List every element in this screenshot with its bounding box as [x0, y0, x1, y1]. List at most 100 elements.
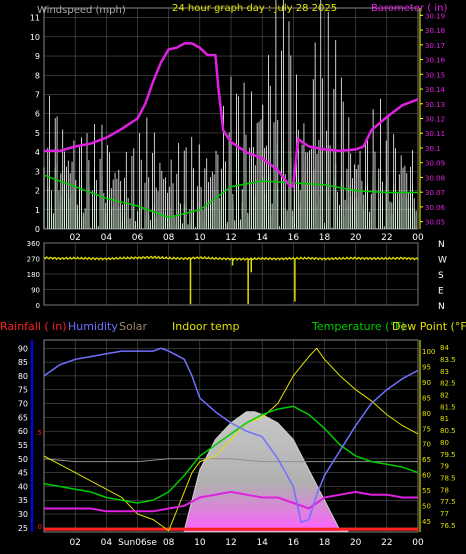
panel3-y-left-tick: 40 — [18, 482, 28, 491]
panel2-y-right-tick: E — [438, 287, 444, 297]
panel1-x-tick: 00 — [412, 233, 424, 243]
panel1-y-left-tick: 3 — [35, 167, 40, 176]
panel1-x-tick: 22 — [381, 233, 392, 243]
panel3-x-tick: 18 — [319, 538, 331, 548]
panel1-y-right-tick: 30.1 — [425, 145, 441, 153]
panel3-x-tick: 02 — [69, 538, 80, 548]
panel3-series — [43, 347, 419, 533]
panel2-y-left-tick: 270 — [27, 256, 40, 264]
panel1-x-tick: 06 — [132, 233, 144, 243]
rainfall-bar — [44, 527, 418, 531]
wind-barometer-panel: 02 04 06 08 10 12 14 16 18 20 22 000123456789101130… — [30, 0, 447, 243]
panel1-y-right-tick: 30.13 — [425, 101, 445, 109]
panel3-y-left-tick: 70 — [18, 400, 28, 409]
panel1-series — [43, 0, 419, 229]
humidity-label: Humidity — [68, 320, 118, 333]
rainfall-label: Rainfall ( in) — [0, 320, 67, 333]
panel3-x-tick: 14 — [256, 538, 268, 548]
panel1-y-left-tick: 7 — [35, 90, 40, 99]
panel1-y-right-tick: 30.18 — [425, 27, 445, 35]
panel1-title: 24 hour graph day : July 28 2025 — [172, 3, 337, 14]
panel3-y-right-outer-tick: 70 — [422, 441, 431, 449]
panel3-x-tick: 12 — [225, 538, 236, 548]
panel3-y-right-outer-tick: 45 — [422, 518, 431, 526]
panel1-y-left-tick: 4 — [35, 148, 40, 157]
rain-tick-half: .5 — [35, 429, 42, 437]
panel3-y-left-tick: 60 — [18, 427, 28, 436]
panel3-y-left-tick: 80 — [18, 372, 28, 381]
panel1-y-right-tick: 30.19 — [425, 12, 445, 20]
panel2-y-left-tick: 90 — [31, 287, 40, 295]
panel3-y-right-outer-tick: 55 — [422, 487, 431, 495]
panel3-x-tick: 22 — [381, 538, 392, 548]
panel2-y-right-tick: W — [438, 256, 447, 266]
panel3-y-right-outer-tick: 80 — [422, 410, 431, 418]
panel3-x-tick: 16 — [288, 538, 300, 548]
panel3-y-right-outer-tick: 100 — [422, 348, 435, 356]
panel3-y-right-inner-tick: 81.5 — [440, 403, 456, 411]
panel3-y-left-tick: 50 — [18, 455, 28, 464]
panel1-y-left-tick: 0 — [35, 225, 40, 234]
panel3-x-tick: Sun06se — [118, 538, 157, 548]
panel3-y-right-inner-tick: 80.5 — [440, 427, 456, 435]
panel3-y-left-tick: 65 — [18, 413, 28, 422]
solar-label: Solar — [119, 320, 148, 333]
panel3-y-right-inner-tick: 77.5 — [440, 498, 456, 506]
indoor-temp-label: Indoor temp — [172, 320, 239, 333]
panel1-x-tick: 04 — [101, 233, 113, 243]
panel2-y-left-tick: 360 — [27, 240, 40, 248]
panel1-y-right-tick: 30.07 — [425, 189, 445, 197]
panel1-y-right-tick: 30.16 — [425, 57, 446, 65]
panel3-y-right-inner-tick: 78 — [440, 486, 449, 494]
panel3-x-tick: 04 — [101, 538, 113, 548]
panel3-ticks: 02 04 Sun06se 08 10 12 14 16 18 20 22 00 25 30 35 40 45 5… — [18, 340, 456, 548]
panel1-right-axis-label: Barometer ( in) — [371, 3, 447, 14]
panel1-y-right-tick: 30.15 — [425, 71, 445, 79]
panel3-y-right-outer-tick: 90 — [422, 379, 431, 387]
panel3-y-right-inner-tick: 81 — [440, 415, 449, 423]
panel3-y-right-outer-tick: 60 — [422, 472, 431, 480]
panel1-x-tick: 02 — [69, 233, 80, 243]
temperature-humidity-panel: 02 04 Sun06se 08 10 12 14 16 18 20 22 00 25 30 35 40 45 5… — [0, 320, 466, 548]
outdoor-temp-gray-line — [43, 458, 418, 463]
panel1-x-tick: 14 — [256, 233, 268, 243]
panel3-y-right-inner-tick: 83 — [440, 368, 449, 376]
panel1-y-right-tick: 30.12 — [425, 116, 445, 124]
panel3-y-left-tick: 45 — [18, 469, 28, 478]
panel1-y-right-tick: 30.14 — [425, 86, 446, 94]
panel2-grid — [44, 242, 419, 306]
rain-tick-zero: 0 — [38, 523, 42, 531]
barometer-line — [44, 42, 419, 188]
panel3-x-tick: 10 — [194, 538, 206, 548]
panel3-y-right-outer-tick: 85 — [422, 394, 431, 402]
panel1-y-left-tick: 11 — [30, 14, 40, 23]
panel1-x-tick: 20 — [350, 233, 362, 243]
panel3-y-right-outer-tick: 65 — [422, 456, 431, 464]
panel3-x-tick: 00 — [412, 538, 424, 548]
panel3-y-right-inner-tick: 80 — [440, 439, 449, 447]
panel3-x-tick: 20 — [350, 538, 362, 548]
panel3-y-left-tick: 30 — [18, 510, 28, 519]
panel3-y-right-inner-tick: 82.5 — [440, 380, 456, 388]
panel3-y-right-inner-tick: 76.5 — [440, 522, 456, 530]
panel1-x-tick: 08 — [163, 233, 175, 243]
panel3-y-left-tick: 85 — [18, 358, 28, 367]
panel1-y-right-tick: 30.17 — [425, 42, 445, 50]
panel3-y-right-inner-tick: 77 — [440, 510, 449, 518]
panel1-y-left-tick: 5 — [35, 129, 40, 138]
panel1-y-right-tick: 30.06 — [425, 204, 446, 212]
panel1-y-left-tick: 9 — [35, 52, 40, 61]
panel1-y-left-tick: 10 — [30, 33, 40, 42]
panel3-y-right-inner-tick: 79.5 — [440, 451, 456, 459]
panel3-y-left-tick: 75 — [18, 386, 28, 395]
panel3-y-right-inner-tick: 82 — [440, 392, 449, 400]
panel3-x-tick: 08 — [163, 538, 175, 548]
panel3-y-left-tick: 25 — [18, 524, 28, 533]
panel2-series — [43, 255, 419, 305]
panel1-y-right-tick: 30.08 — [425, 174, 445, 182]
panel3-y-left-tick: 90 — [18, 344, 28, 353]
wind-direction-line — [43, 255, 419, 261]
